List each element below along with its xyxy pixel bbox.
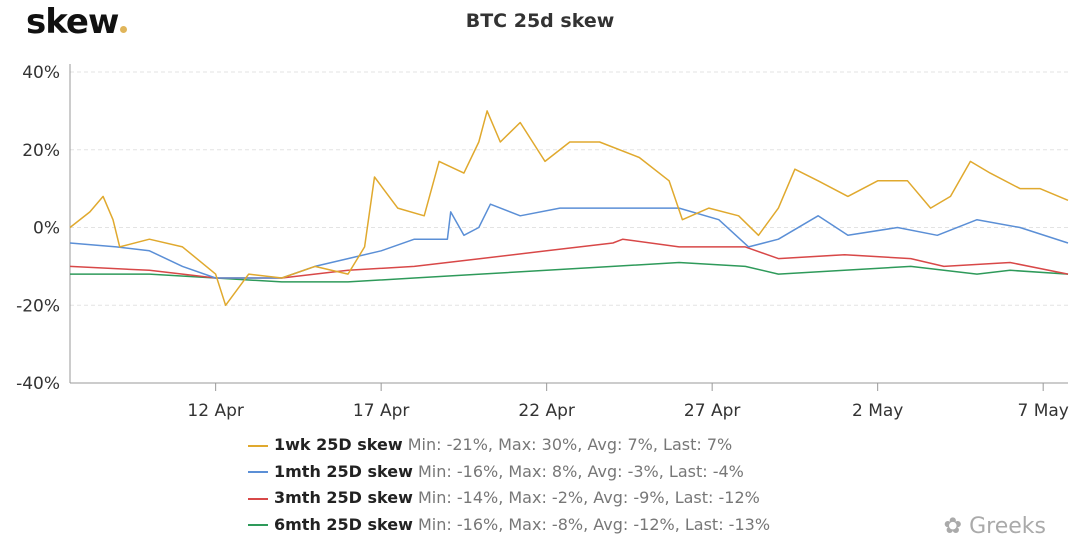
- y-tick-label: 20%: [22, 141, 60, 161]
- legend-item[interactable]: 1mth 25D skew Min: -16%, Max: 8%, Avg: -…: [248, 459, 770, 486]
- chart-title: BTC 25d skew: [465, 10, 615, 32]
- legend-item[interactable]: 1wk 25D skew Min: -21%, Max: 30%, Avg: 7…: [248, 432, 770, 459]
- series-line-6mth: [70, 261, 1069, 283]
- legend-swatch: [248, 444, 268, 447]
- x-tick-label: 12 Apr: [187, 401, 243, 421]
- x-tick-label: 17 Apr: [353, 401, 409, 421]
- watermark-text: Greeks: [969, 514, 1046, 539]
- x-tick-label: 22 Apr: [518, 401, 574, 421]
- legend: 1wk 25D skew Min: -21%, Max: 30%, Avg: 7…: [248, 432, 770, 538]
- legend-item[interactable]: 3mth 25D skew Min: -14%, Max: -2%, Avg: …: [248, 485, 770, 512]
- series-line-3mth: [69, 238, 1069, 279]
- series-line-1wk: [69, 110, 1069, 307]
- legend-series-stats: Min: -14%, Max: -2%, Avg: -9%, Last: -12…: [418, 488, 760, 507]
- legend-series-name: 6mth 25D skew: [274, 514, 413, 534]
- legend-swatch: [248, 524, 268, 526]
- legend-swatch: [248, 497, 268, 500]
- skew-logo: skew: [26, 2, 128, 42]
- y-tick-label: -40%: [16, 374, 60, 394]
- legend-series-name: 3mth 25D skew: [274, 488, 413, 507]
- legend-series-stats: Min: -21%, Max: 30%, Avg: 7%, Last: 7%: [407, 435, 733, 454]
- legend-series-stats: Min: -16%, Max: -8%, Avg: -12%, Last: -1…: [418, 514, 771, 534]
- legend-swatch: [248, 471, 268, 473]
- watermark: ✿ Greeks: [943, 514, 1046, 539]
- legend-series-name: 1wk 25D skew: [274, 435, 403, 454]
- series-line-1mth: [69, 203, 1069, 279]
- y-tick-label: 40%: [22, 63, 60, 83]
- x-tick-label: 7 May: [1017, 401, 1068, 421]
- legend-series-name: 1mth 25D skew: [274, 461, 413, 481]
- y-tick-label: -20%: [16, 296, 60, 316]
- x-tick-label: 2 May: [852, 401, 903, 421]
- legend-item[interactable]: 6mth 25D skew Min: -16%, Max: -8%, Avg: …: [248, 512, 770, 539]
- y-tick-label: 0%: [33, 219, 60, 239]
- legend-series-stats: Min: -16%, Max: 8%, Avg: -3%, Last: -4%: [418, 461, 744, 481]
- logo-text: skew: [26, 2, 119, 42]
- x-tick-label: 27 Apr: [684, 401, 740, 421]
- logo-dot: [120, 26, 128, 33]
